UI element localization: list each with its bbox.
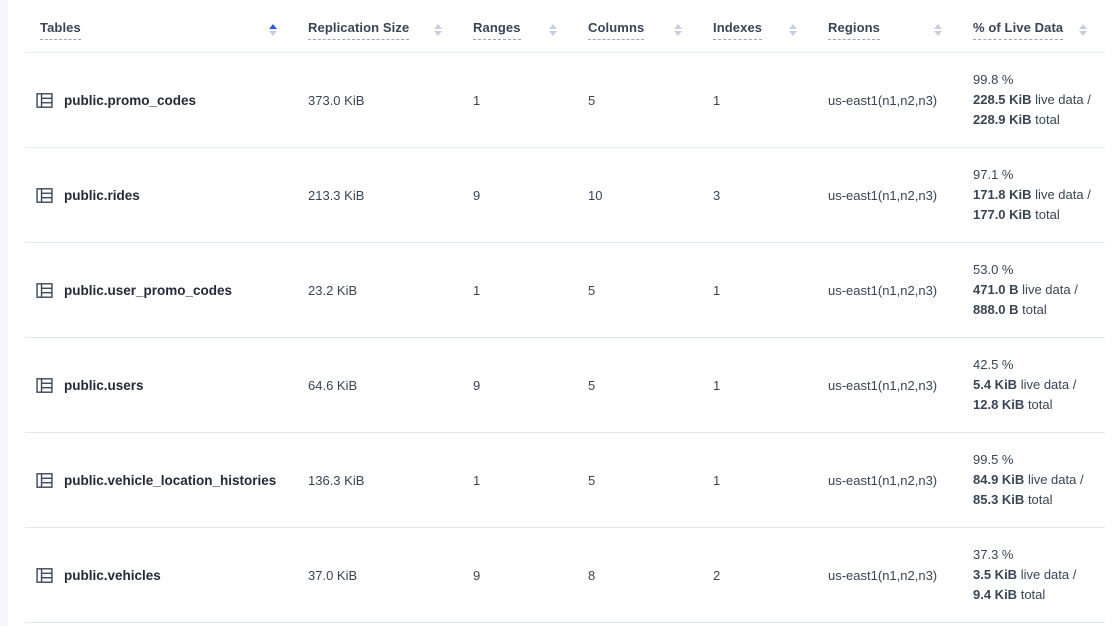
regions-value: us-east1(n1,n2,n3) <box>828 187 938 203</box>
column-header-ranges[interactable]: Ranges <box>460 12 575 40</box>
live-data-amount: 471.0 B live data / <box>973 282 1078 297</box>
column-header-label: Indexes <box>713 20 763 40</box>
sort-arrows-icon <box>924 24 942 36</box>
regions-value: us-east1(n1,n2,n3) <box>828 377 938 393</box>
regions-value: us-east1(n1,n2,n3) <box>828 567 938 583</box>
ranges-value: 1 <box>473 282 481 298</box>
column-header-indexes[interactable]: Indexes <box>700 12 815 40</box>
page-background-strip <box>0 0 8 626</box>
sort-arrows-icon <box>664 24 682 36</box>
column-header-label: Replication Size <box>308 20 410 40</box>
live-data-percent: 53.0 % <box>973 262 1014 277</box>
columns-value: 5 <box>588 377 596 393</box>
indexes-value: 1 <box>713 472 721 488</box>
sort-arrows-icon <box>539 24 557 36</box>
table-icon <box>36 472 53 489</box>
live-data-cell: 37.3 % 3.5 KiB live data / 9.4 KiB total <box>960 545 1105 605</box>
total-data-amount: 888.0 B total <box>973 302 1047 317</box>
table-icon <box>36 187 53 204</box>
live-data-amount: 5.4 KiB live data / <box>973 377 1077 392</box>
table-row: public.vehicle_location_histories 136.3 … <box>25 433 1105 528</box>
column-header-regions[interactable]: Regions <box>815 12 960 40</box>
table-row: public.user_promo_codes 23.2 KiB 1 5 1 u… <box>25 243 1105 338</box>
ranges-value: 1 <box>473 472 481 488</box>
columns-value: 8 <box>588 567 596 583</box>
live-data-percent: 42.5 % <box>973 357 1014 372</box>
column-header-label: Tables <box>40 20 81 40</box>
indexes-value: 1 <box>713 92 721 108</box>
table-name-link[interactable]: public.promo_codes <box>64 92 197 108</box>
ranges-value: 9 <box>473 187 481 203</box>
table-icon <box>36 282 53 299</box>
live-data-amount: 171.8 KiB live data / <box>973 187 1091 202</box>
replication-size-value: 136.3 KiB <box>308 472 365 488</box>
live-data-cell: 42.5 % 5.4 KiB live data / 12.8 KiB tota… <box>960 355 1105 415</box>
live-data-percent: 97.1 % <box>973 167 1014 182</box>
live-data-percent: 37.3 % <box>973 547 1014 562</box>
table-icon <box>36 92 53 109</box>
table-name-link[interactable]: public.vehicles <box>64 567 161 583</box>
replication-size-value: 37.0 KiB <box>308 567 358 583</box>
indexes-value: 2 <box>713 567 721 583</box>
ranges-value: 9 <box>473 567 481 583</box>
total-data-amount: 177.0 KiB total <box>973 207 1060 222</box>
live-data-cell: 99.8 % 228.5 KiB live data / 228.9 KiB t… <box>960 70 1105 130</box>
column-header-label: Regions <box>828 20 880 40</box>
table-name-link[interactable]: public.users <box>64 377 144 393</box>
live-data-cell: 99.5 % 84.9 KiB live data / 85.3 KiB tot… <box>960 450 1105 510</box>
column-header-live-data[interactable]: % of Live Data <box>960 12 1105 40</box>
live-data-amount: 228.5 KiB live data / <box>973 92 1091 107</box>
ranges-value: 9 <box>473 377 481 393</box>
table-icon <box>36 567 53 584</box>
ranges-value: 1 <box>473 92 481 108</box>
live-data-amount: 3.5 KiB live data / <box>973 567 1077 582</box>
table-header-row: Tables Replication Size Ranges Columns I… <box>25 0 1105 53</box>
column-header-tables[interactable]: Tables <box>25 12 295 40</box>
live-data-percent: 99.8 % <box>973 72 1014 87</box>
live-data-cell: 97.1 % 171.8 KiB live data / 177.0 KiB t… <box>960 165 1105 225</box>
table-row: public.users 64.6 KiB 9 5 1 us-east1(n1,… <box>25 338 1105 433</box>
total-data-amount: 228.9 KiB total <box>973 112 1060 127</box>
indexes-value: 1 <box>713 282 721 298</box>
total-data-amount: 9.4 KiB total <box>973 587 1046 602</box>
replication-size-value: 64.6 KiB <box>308 377 358 393</box>
sort-arrows-icon <box>1069 24 1087 36</box>
column-header-label: Columns <box>588 20 645 40</box>
live-data-percent: 99.5 % <box>973 452 1014 467</box>
table-name-link[interactable]: public.vehicle_location_histories <box>64 472 277 488</box>
columns-value: 5 <box>588 282 596 298</box>
column-header-label: Ranges <box>473 20 521 40</box>
columns-value: 5 <box>588 92 596 108</box>
sort-arrows-icon <box>779 24 797 36</box>
live-data-cell: 53.0 % 471.0 B live data / 888.0 B total <box>960 260 1105 320</box>
table-row: public.rides 213.3 KiB 9 10 3 us-east1(n… <box>25 148 1105 243</box>
table-row: public.vehicles 37.0 KiB 9 8 2 us-east1(… <box>25 528 1105 623</box>
replication-size-value: 23.2 KiB <box>308 282 358 298</box>
regions-value: us-east1(n1,n2,n3) <box>828 92 938 108</box>
live-data-amount: 84.9 KiB live data / <box>973 472 1084 487</box>
replication-size-value: 373.0 KiB <box>308 92 365 108</box>
regions-value: us-east1(n1,n2,n3) <box>828 472 938 488</box>
total-data-amount: 12.8 KiB total <box>973 397 1053 412</box>
total-data-amount: 85.3 KiB total <box>973 492 1053 507</box>
column-header-label: % of Live Data <box>973 20 1064 40</box>
columns-value: 10 <box>588 187 603 203</box>
sort-arrows-icon <box>424 24 442 36</box>
column-header-replication-size[interactable]: Replication Size <box>295 12 460 40</box>
indexes-value: 3 <box>713 187 721 203</box>
table-row: public.promo_codes 373.0 KiB 1 5 1 us-ea… <box>25 53 1105 148</box>
table-name-link[interactable]: public.user_promo_codes <box>64 282 233 298</box>
columns-value: 5 <box>588 472 596 488</box>
sort-arrows-icon <box>259 24 277 36</box>
regions-value: us-east1(n1,n2,n3) <box>828 282 938 298</box>
replication-size-value: 213.3 KiB <box>308 187 365 203</box>
tables-list: Tables Replication Size Ranges Columns I… <box>25 0 1105 623</box>
table-icon <box>36 377 53 394</box>
table-name-link[interactable]: public.rides <box>64 187 140 203</box>
column-header-columns[interactable]: Columns <box>575 12 700 40</box>
indexes-value: 1 <box>713 377 721 393</box>
